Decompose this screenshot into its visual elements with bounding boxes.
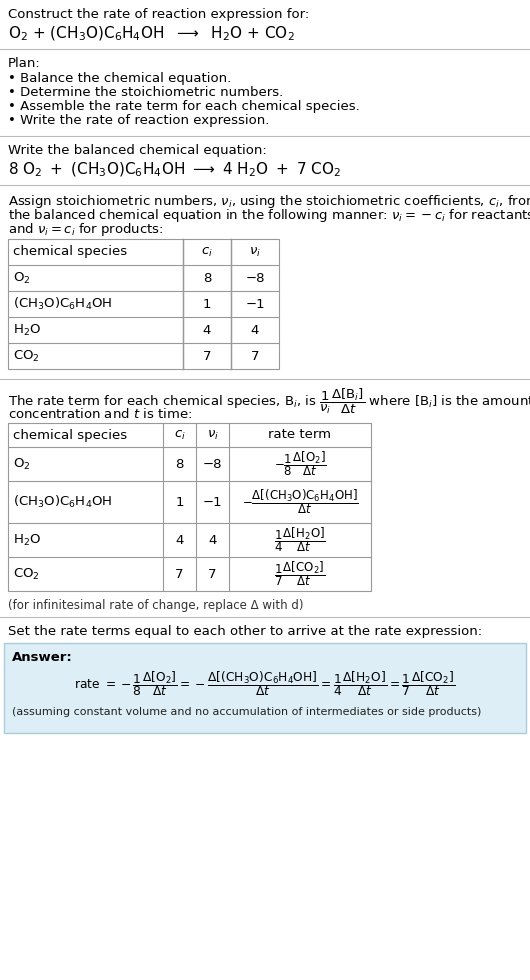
Text: −1: −1 xyxy=(202,496,222,509)
Text: $8\ \mathrm{O_2}\ +\ \mathrm{(CH_3O)C_6H_4OH}\ \longrightarrow\ 4\ \mathrm{H_2O}: $8\ \mathrm{O_2}\ +\ \mathrm{(CH_3O)C_6H… xyxy=(8,161,341,179)
Text: and $\nu_i = c_i$ for products:: and $\nu_i = c_i$ for products: xyxy=(8,221,164,238)
Text: the balanced chemical equation in the following manner: $\nu_i = -c_i$ for react: the balanced chemical equation in the fo… xyxy=(8,207,530,224)
Text: $-\dfrac{\Delta[\mathrm{(CH_3O)C_6H_4OH}]}{\Delta t}$: $-\dfrac{\Delta[\mathrm{(CH_3O)C_6H_4OH}… xyxy=(242,488,358,516)
Text: Assign stoichiometric numbers, $\nu_i$, using the stoichiometric coefficients, $: Assign stoichiometric numbers, $\nu_i$, … xyxy=(8,193,530,210)
Text: • Balance the chemical equation.: • Balance the chemical equation. xyxy=(8,72,231,85)
FancyBboxPatch shape xyxy=(4,643,526,733)
Text: $\dfrac{1}{4}\dfrac{\Delta[\mathrm{H_2O}]}{\Delta t}$: $\dfrac{1}{4}\dfrac{\Delta[\mathrm{H_2O}… xyxy=(274,525,326,555)
Text: • Assemble the rate term for each chemical species.: • Assemble the rate term for each chemic… xyxy=(8,100,360,113)
Text: Construct the rate of reaction expression for:: Construct the rate of reaction expressio… xyxy=(8,8,309,21)
Text: 4: 4 xyxy=(251,323,259,336)
Text: $\mathrm{O_2}$: $\mathrm{O_2}$ xyxy=(13,457,30,471)
FancyBboxPatch shape xyxy=(8,239,279,369)
Text: −8: −8 xyxy=(203,458,222,470)
Text: $\mathrm{CO_2}$: $\mathrm{CO_2}$ xyxy=(13,349,40,364)
Text: 7: 7 xyxy=(208,567,217,580)
Text: $c_i$: $c_i$ xyxy=(174,428,185,442)
Text: 4: 4 xyxy=(175,533,184,547)
Text: (assuming constant volume and no accumulation of intermediates or side products): (assuming constant volume and no accumul… xyxy=(12,707,481,717)
Text: $\mathrm{(CH_3O)C_6H_4OH}$: $\mathrm{(CH_3O)C_6H_4OH}$ xyxy=(13,494,112,510)
Text: $\mathrm{O_2}$ $+$ $\mathrm{(CH_3O)C_6H_4OH}$  $\longrightarrow$  $\mathrm{H_2O}: $\mathrm{O_2}$ $+$ $\mathrm{(CH_3O)C_6H_… xyxy=(8,25,295,43)
Text: −8: −8 xyxy=(245,271,265,284)
Text: rate term: rate term xyxy=(269,428,331,442)
Text: The rate term for each chemical species, B$_i$, is $\dfrac{1}{\nu_i}\dfrac{\Delt: The rate term for each chemical species,… xyxy=(8,387,530,416)
Text: $-\dfrac{1}{8}\dfrac{\Delta[\mathrm{O_2}]}{\Delta t}$: $-\dfrac{1}{8}\dfrac{\Delta[\mathrm{O_2}… xyxy=(273,450,326,478)
Text: $\mathrm{CO_2}$: $\mathrm{CO_2}$ xyxy=(13,566,40,581)
Text: 7: 7 xyxy=(175,567,184,580)
Text: • Write the rate of reaction expression.: • Write the rate of reaction expression. xyxy=(8,114,269,127)
Text: $\dfrac{1}{7}\dfrac{\Delta[\mathrm{CO_2}]}{\Delta t}$: $\dfrac{1}{7}\dfrac{\Delta[\mathrm{CO_2}… xyxy=(275,560,325,588)
Text: 8: 8 xyxy=(175,458,184,470)
Text: 1: 1 xyxy=(175,496,184,509)
Text: chemical species: chemical species xyxy=(13,428,127,442)
Text: (for infinitesimal rate of change, replace Δ with d): (for infinitesimal rate of change, repla… xyxy=(8,599,304,612)
Text: $\mathrm{O_2}$: $\mathrm{O_2}$ xyxy=(13,270,30,285)
Text: 7: 7 xyxy=(203,350,211,363)
Text: concentration and $t$ is time:: concentration and $t$ is time: xyxy=(8,407,192,421)
Text: Set the rate terms equal to each other to arrive at the rate expression:: Set the rate terms equal to each other t… xyxy=(8,625,482,638)
Text: $\mathrm{H_2O}$: $\mathrm{H_2O}$ xyxy=(13,322,41,337)
Text: $\nu_i$: $\nu_i$ xyxy=(207,428,218,442)
Text: −1: −1 xyxy=(245,298,265,311)
Text: $\nu_i$: $\nu_i$ xyxy=(249,245,261,259)
Text: 1: 1 xyxy=(203,298,211,311)
Text: 8: 8 xyxy=(203,271,211,284)
FancyBboxPatch shape xyxy=(8,423,371,591)
Text: chemical species: chemical species xyxy=(13,246,127,259)
Text: Write the balanced chemical equation:: Write the balanced chemical equation: xyxy=(8,144,267,157)
Text: 7: 7 xyxy=(251,350,259,363)
Text: rate $= -\dfrac{1}{8}\dfrac{\Delta[\mathrm{O_2}]}{\Delta t} = -\dfrac{\Delta[\ma: rate $= -\dfrac{1}{8}\dfrac{\Delta[\math… xyxy=(74,669,456,698)
Text: $c_i$: $c_i$ xyxy=(201,245,213,259)
Text: • Determine the stoichiometric numbers.: • Determine the stoichiometric numbers. xyxy=(8,86,283,99)
Text: $\mathrm{(CH_3O)C_6H_4OH}$: $\mathrm{(CH_3O)C_6H_4OH}$ xyxy=(13,296,112,312)
Text: $\mathrm{H_2O}$: $\mathrm{H_2O}$ xyxy=(13,532,41,548)
Text: Plan:: Plan: xyxy=(8,57,41,70)
Text: Answer:: Answer: xyxy=(12,651,73,664)
Text: 4: 4 xyxy=(203,323,211,336)
Text: 4: 4 xyxy=(208,533,217,547)
